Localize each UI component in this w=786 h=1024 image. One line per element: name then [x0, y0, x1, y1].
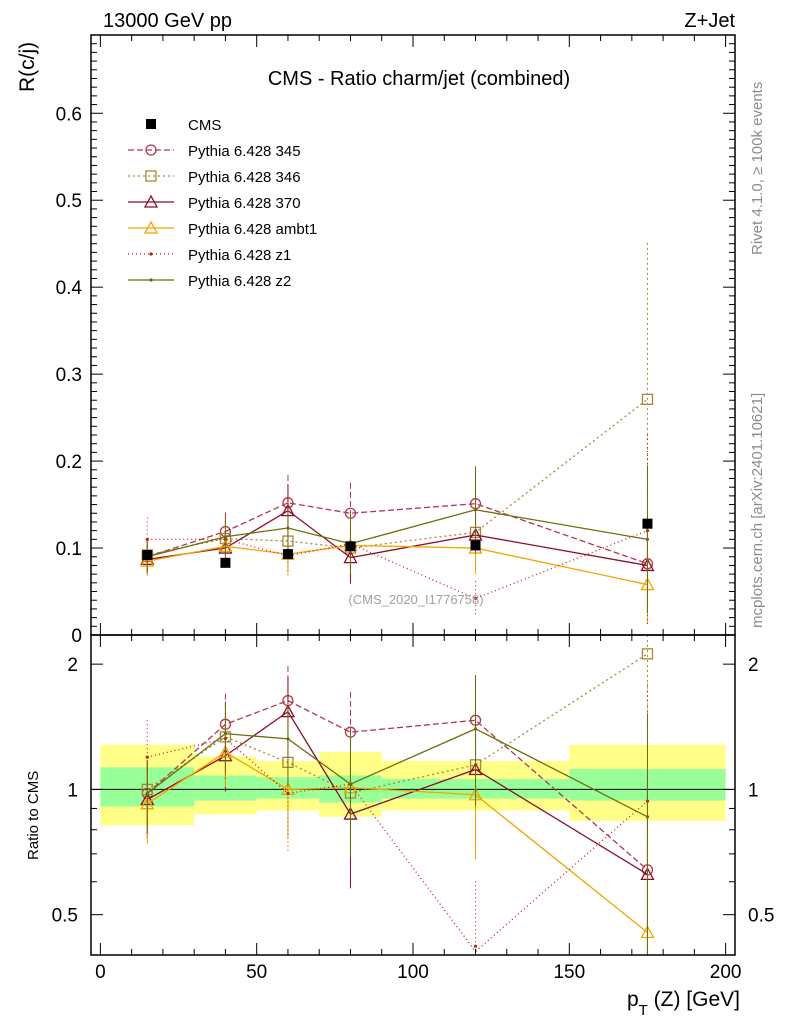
ratio-point: [145, 791, 149, 795]
ratio-series-line: [146, 751, 648, 933]
ratio-y-tick-label: 2: [67, 655, 78, 676]
x-tick-label: 50: [246, 962, 267, 983]
legend-marker-3: [143, 220, 159, 234]
ratio-y-tick-label-right: 1: [748, 780, 759, 801]
axes: 0 50 100 150 200 0 0.1 0.2 0.3 0.4 0.5 0.6 0.5 0.5 1 1 2…: [52, 35, 774, 983]
series-line: [147, 509, 648, 558]
ratio-series-line: [146, 728, 648, 818]
data-point: [473, 596, 478, 601]
ratio-y-tick-label: 1: [67, 780, 78, 801]
legend-marker-0: [145, 144, 157, 156]
ratio-y-tick-label-right: 0.5: [748, 906, 774, 927]
ratio-y-tick-label: 0.5: [52, 906, 78, 927]
cms-point: [142, 550, 153, 560]
ratio-point: [473, 727, 478, 731]
cms-point: [282, 549, 293, 560]
series-0: [141, 468, 654, 612]
ratio-point: [145, 755, 149, 759]
y-tick-label: 0.3: [56, 365, 82, 386]
legend-label-cms: CMS: [188, 117, 221, 134]
legend-label-2: Pythia 6.428 370: [188, 195, 301, 212]
x-tick-label: 200: [710, 962, 742, 983]
series-line: [147, 502, 648, 565]
legend-marker-5: [149, 278, 153, 282]
x-tick-label: 0: [95, 962, 106, 983]
legend-label-1: Pythia 6.428 346: [188, 169, 301, 186]
process-label: Z+Jet: [684, 10, 735, 32]
x-tick-label: 100: [397, 962, 429, 983]
ratio-series-line: [146, 710, 648, 875]
data-point: [641, 393, 654, 405]
cms-point: [642, 518, 653, 529]
collision-label: 13000 GeV pp: [103, 10, 232, 32]
analysis-watermark: (CMS_2020_I1776758): [348, 592, 483, 607]
legend-marker-cms: [146, 119, 156, 129]
y-tick-label: 0: [71, 626, 82, 647]
cms-point: [220, 557, 231, 568]
chart-title: CMS - Ratio charm/jet (combined): [268, 68, 570, 90]
legend-label-4: Pythia 6.428 z1: [188, 247, 291, 264]
ratio-point: [645, 815, 650, 819]
ratio-point: [473, 944, 478, 948]
y-tick-label: 0.5: [56, 191, 82, 212]
ratio-point: [286, 791, 290, 795]
ratio-point: [286, 737, 290, 741]
series-5: [145, 465, 650, 614]
legend-marker-2: [143, 194, 159, 208]
legend: CMS Pythia 6.428 345 Pythia 6.428 346 Pythi…: [128, 117, 317, 290]
ratio-series-line: [146, 653, 648, 794]
series-3: [140, 519, 655, 624]
legend-label-0: Pythia 6.428 345: [188, 143, 301, 160]
cms-data: [142, 518, 653, 568]
series-line: [147, 509, 648, 567]
ratio-point: [223, 732, 228, 736]
cms-point: [470, 540, 481, 551]
y-tick-label: 0.2: [56, 452, 82, 473]
rivet-version-label: Rivet 4.1.0, ≥ 100k events: [749, 82, 766, 255]
cms-point: [345, 541, 356, 552]
ratio-point: [348, 782, 353, 786]
mcplots-label: mcplots.cern.ch [arXiv:2401.10621]: [749, 393, 766, 628]
series-line: [147, 544, 648, 586]
legend-label-3: Pythia 6.428 ambt1: [188, 221, 317, 238]
y-tick-label: 0.1: [56, 539, 82, 560]
ratio-series-5: [145, 674, 650, 955]
ratio-y-tick-label-right: 2: [748, 655, 759, 676]
data-point: [645, 537, 650, 541]
y-tick-label: 0.6: [56, 104, 82, 125]
ratio-y-axis-label: Ratio to CMS: [25, 771, 42, 860]
ratio-point: [641, 648, 654, 660]
data-point: [473, 508, 478, 512]
main-panel: CMS - Ratio charm/jet (combined) (CMS_20…: [90, 34, 736, 636]
ratio-series-line: [146, 699, 648, 871]
series-line: [147, 398, 648, 556]
data-point: [223, 535, 228, 539]
y-tick-label: 0.4: [56, 278, 83, 299]
y-axis-label: R(c/j): [16, 42, 39, 92]
series-1: [141, 242, 654, 575]
data-point: [286, 526, 290, 530]
ratio-panel: [90, 634, 736, 956]
data-point: [145, 537, 149, 541]
x-tick-label: 150: [553, 962, 585, 983]
legend-label-5: Pythia 6.428 z2: [188, 273, 291, 290]
legend-marker-4: [149, 252, 153, 256]
legend-marker-1: [145, 170, 157, 182]
x-axis-label: pT (Z) [GeV]: [627, 988, 740, 1019]
